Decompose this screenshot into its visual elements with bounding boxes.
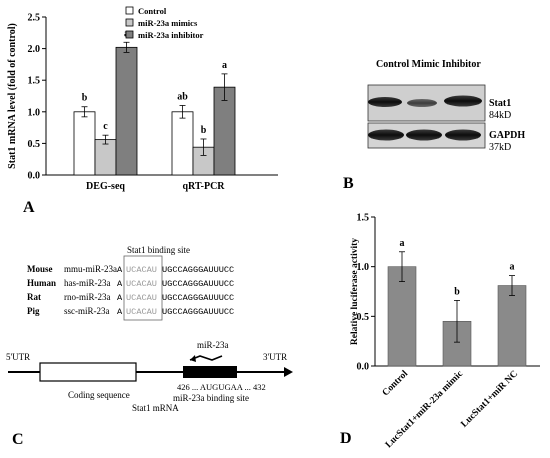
a-y-axis-label: Stat1 mRNA level (fold of control) [7, 23, 18, 169]
seq-suffix: UGCCAGGGAUUUCC [162, 265, 234, 275]
mirna-name: ssc-miR-23a [64, 306, 110, 316]
a-bar [115, 46, 138, 176]
a-legend-label: miR-23a mimics [138, 18, 198, 28]
stat1-band-control [368, 97, 402, 107]
mrna-label: Stat1 mRNA [132, 403, 179, 413]
d-significance-letter: a [400, 238, 405, 249]
d-significance-letter: b [454, 286, 460, 297]
mirna-name: has-miR-23a [64, 278, 111, 288]
coding-label: Coding sequence [68, 390, 130, 400]
panel-b-letter: B [343, 175, 354, 192]
d-y-tick-label: 0.5 [357, 312, 370, 323]
panel-d-letter: D [340, 430, 352, 447]
a-legend-swatch [125, 18, 134, 27]
binding-site-title: Stat1 binding site [127, 245, 190, 255]
alignment-rows: Mouse mmu-miR-23a A UCACAU UGCCAGGGAUUUCCHum… [27, 264, 234, 317]
panel-d-chart: 0.0 0.5 1.0 1.5 Relative luciferase activity… [350, 213, 540, 450]
a-bar [73, 111, 96, 176]
seq-prefix: A [117, 307, 123, 317]
species-name: Rat [27, 292, 41, 302]
seq-prefix: A [117, 293, 123, 303]
d-significance-letter: a [510, 262, 515, 273]
d-bar [387, 266, 417, 367]
a-x-tick-label: DEG-seq [86, 181, 125, 192]
panel-c-diagram: Stat1 binding site Mouse mmu-miR-23a A UCAC… [6, 245, 293, 413]
site-sequence: 426 ... AUGUGAA ... 432 [177, 382, 266, 392]
a-legend-swatch [125, 6, 134, 15]
binding-site-bar [183, 366, 237, 378]
stat1-size: 84kD [489, 110, 511, 121]
binding-site-box [123, 255, 163, 321]
d-y-axis-label: Relative luciferase activity [350, 238, 360, 345]
a-legend-swatch [125, 30, 134, 39]
a-y-tick-label: 2.0 [28, 44, 41, 55]
a-x-tick-label: qRT-PCR [182, 181, 225, 192]
mrna-arrow [284, 367, 293, 377]
panel-a-chart: 0.0 0.5 1.0 1.5 2.0 2.5 Stat1 mRNA level (fold… [7, 6, 278, 192]
seq-site: UCACAU [126, 293, 157, 303]
a-legend-label: miR-23a inhibitor [138, 30, 204, 40]
utr5-label: 5'UTR [6, 352, 30, 362]
species-name: Pig [27, 306, 40, 316]
a-significance-letter: b [82, 93, 88, 104]
mirna-label: miR-23a [197, 340, 229, 350]
panel-b-blot: Control Mimic Inhibitor Stat1 84kD GAPDH… [367, 59, 525, 153]
a-significance-letter: c [103, 121, 108, 132]
stat1-label: Stat1 [489, 98, 511, 109]
a-significance-letter: b [201, 125, 207, 136]
seq-site: UCACAU [126, 307, 157, 317]
seq-prefix: A [117, 265, 123, 275]
d-bar [497, 285, 527, 367]
a-significance-letter: ab [177, 91, 188, 102]
a-y-tick-label: 2.5 [28, 13, 41, 24]
gapdh-band-control [368, 129, 404, 141]
species-name: Human [27, 278, 56, 288]
panel-c-letter: C [12, 431, 24, 448]
seq-suffix: UGCCAGGGAUUUCC [162, 307, 234, 317]
seq-suffix: UGCCAGGGAUUUCC [162, 279, 234, 289]
a-y-tick-label: 0.5 [28, 139, 41, 150]
mirna-name: rno-miR-23a [64, 292, 111, 302]
a-y-tick-label: 1.0 [28, 107, 41, 118]
gapdh-band-inhibitor [445, 129, 481, 141]
stat1-band-inhibitor [444, 95, 482, 107]
d-y-tick-label: 1.0 [357, 262, 370, 273]
gapdh-label: GAPDH [489, 130, 525, 141]
a-legend-label: Control [138, 6, 167, 16]
a-bar [94, 139, 117, 176]
gapdh-size: 37kD [489, 142, 511, 153]
seq-suffix: UGCCAGGGAUUUCC [162, 293, 234, 303]
stat1-band-mimic [407, 99, 437, 107]
blot-header: Control Mimic Inhibitor [376, 59, 481, 70]
a-bar [171, 111, 194, 176]
a-y-tick-label: 1.5 [28, 76, 41, 87]
seq-site: UCACAU [126, 279, 157, 289]
seq-site: UCACAU [126, 265, 157, 275]
species-name: Mouse [27, 264, 53, 274]
coding-sequence-box [39, 362, 137, 382]
utr3-label: 3'UTR [263, 352, 287, 362]
gapdh-band-mimic [406, 129, 442, 141]
binding-label: miR-23a binding site [173, 393, 249, 403]
d-y-tick-label: 1.5 [357, 213, 370, 224]
d-y-tick-label: 0.0 [357, 362, 370, 373]
d-x-tick-label: LucStat1+miR NC [459, 369, 520, 430]
d-x-tick-label: Control [381, 369, 411, 399]
mirna-name: mmu-miR-23a [64, 264, 117, 274]
mirna-arrowhead [190, 355, 196, 362]
seq-prefix: A [117, 279, 123, 289]
a-significance-letter: a [222, 60, 227, 71]
a-y-tick-label: 0.0 [28, 171, 41, 182]
panel-a-letter: A [23, 199, 35, 216]
